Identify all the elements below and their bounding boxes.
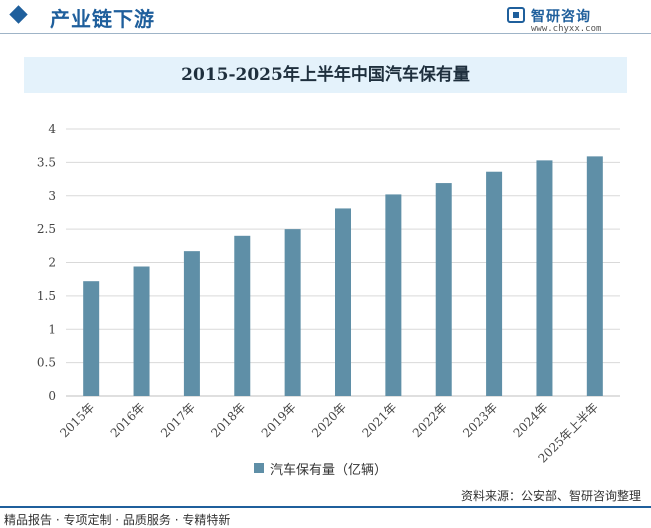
- bar: [435, 183, 452, 396]
- chart-title-band: 2015-2025年上半年中国汽车保有量: [24, 57, 627, 93]
- header-divider: [0, 33, 651, 34]
- bar: [536, 160, 553, 396]
- x-tick-label: 2021年: [360, 400, 400, 440]
- x-tick-label: 2019年: [259, 400, 299, 440]
- y-tick-label: 3.5: [37, 155, 56, 169]
- logo-name: 智研咨询: [531, 9, 591, 25]
- y-tick-label: 2: [48, 256, 56, 270]
- y-tick-label: 3: [48, 189, 56, 203]
- bar: [83, 281, 100, 396]
- source-note: 资料来源：公安部、智研咨询整理: [460, 489, 641, 503]
- bar: [335, 208, 351, 396]
- x-tick-label: 2023年: [460, 400, 500, 440]
- x-tick-label: 2016年: [108, 400, 148, 440]
- section-title: 产业链下游: [50, 7, 155, 31]
- x-tick-label: 2022年: [410, 400, 450, 440]
- x-tick-label: 2017年: [158, 400, 198, 440]
- logo-url: www.chyxx.com: [531, 24, 602, 34]
- chart-title: 2015-2025年上半年中国汽车保有量: [181, 65, 470, 85]
- bar: [385, 194, 402, 396]
- legend-swatch: [254, 463, 264, 473]
- bar: [133, 266, 150, 396]
- x-tick-label: 2015年: [57, 400, 97, 440]
- bar: [486, 171, 503, 396]
- bar: [234, 235, 251, 396]
- logo-mark-icon: [507, 7, 525, 23]
- footer-tagline: 精品报告 · 专项定制 · 品质服务 · 专精特新: [4, 513, 231, 527]
- footer-divider: [0, 506, 651, 508]
- y-tick-label: 0: [48, 389, 56, 403]
- logo: 智研咨询 www.chyxx.com: [507, 6, 637, 36]
- y-tick-label: 4: [48, 122, 56, 136]
- y-tick-label: 1.5: [37, 289, 56, 303]
- x-tick-label: 2020年: [309, 400, 349, 440]
- bar: [284, 229, 301, 396]
- header: 产业链下游 智研咨询 www.chyxx.com: [0, 0, 651, 34]
- x-tick-label: 2024年: [511, 400, 551, 440]
- x-tick-label: 2018年: [208, 400, 248, 440]
- legend-label: 汽车保有量（亿辆）: [270, 462, 388, 478]
- legend: 汽车保有量（亿辆）: [254, 459, 388, 478]
- y-tick-label: 1: [48, 322, 56, 336]
- y-tick-label: 0.5: [37, 356, 56, 370]
- bar: [183, 251, 200, 396]
- bar: [586, 156, 603, 396]
- y-tick-label: 2.5: [37, 222, 56, 236]
